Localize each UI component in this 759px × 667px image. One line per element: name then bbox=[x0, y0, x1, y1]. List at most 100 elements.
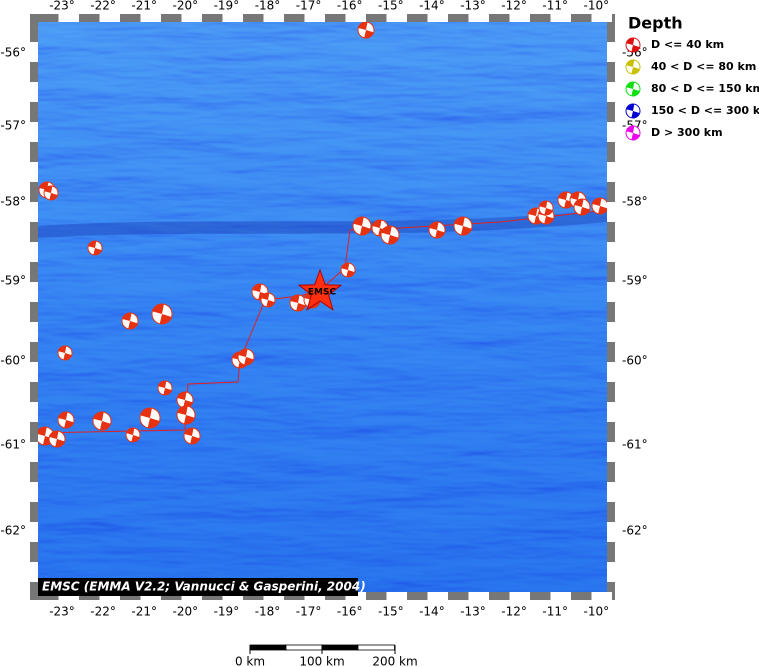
lat-tick-label: -59° bbox=[0, 274, 26, 288]
frame-seg bbox=[509, 14, 530, 22]
beach-ball-quadrant bbox=[360, 226, 371, 236]
frame-seg bbox=[591, 14, 612, 22]
beach-ball-quadrant bbox=[346, 270, 355, 277]
epicenter-star bbox=[297, 268, 343, 311]
frame-seg bbox=[607, 242, 615, 262]
scale-label: 200 km bbox=[372, 655, 417, 667]
beach-ball-quadrant bbox=[158, 380, 167, 388]
frame-seg bbox=[468, 14, 489, 22]
frame-seg bbox=[607, 122, 615, 142]
frame-seg bbox=[30, 242, 38, 262]
legend-label: 40 < D <= 80 km bbox=[651, 60, 756, 73]
beach-ball-quadrant bbox=[58, 345, 67, 353]
frame-seg bbox=[30, 402, 38, 422]
lon-tick-label: -20° bbox=[172, 0, 198, 13]
lon-tick-label: -14° bbox=[419, 605, 445, 619]
frame-seg bbox=[345, 14, 366, 22]
frame-seg bbox=[607, 362, 615, 382]
lat-tick-label: -58° bbox=[0, 195, 26, 209]
frame-seg bbox=[427, 14, 448, 22]
scale-segment bbox=[357, 644, 395, 651]
frame-seg bbox=[550, 592, 571, 600]
lon-tick-label: -16° bbox=[337, 0, 363, 13]
credit-box bbox=[38, 578, 358, 596]
lat-tick-label: -56° bbox=[0, 46, 26, 60]
beach-ball-quadrant bbox=[152, 304, 164, 314]
frame-seg bbox=[181, 14, 202, 22]
beach-ball-quadrant bbox=[128, 321, 138, 329]
frame-seg bbox=[607, 442, 615, 462]
beach-ball-quadrant bbox=[177, 406, 188, 415]
frame-seg bbox=[607, 202, 615, 222]
beach-ball-quadrant bbox=[93, 412, 104, 421]
beach-ball-quadrant bbox=[631, 45, 640, 52]
scale-segment bbox=[249, 644, 287, 651]
beach-ball-quadrant bbox=[353, 217, 364, 226]
beach-ball-quadrant bbox=[100, 421, 111, 431]
frame-seg bbox=[607, 42, 615, 62]
frame-seg bbox=[427, 592, 448, 600]
frame-seg bbox=[607, 482, 615, 502]
lon-tick-label: -20° bbox=[172, 605, 198, 619]
frame-seg bbox=[58, 14, 79, 22]
lon-tick-label: -17° bbox=[296, 605, 322, 619]
epicenter-label: EMSC bbox=[308, 288, 337, 298]
beach-ball-quadrant bbox=[296, 303, 306, 311]
beach-ball-quadrant bbox=[252, 283, 262, 292]
frame-seg bbox=[30, 362, 38, 382]
beach-ball-quadrant bbox=[631, 89, 640, 96]
lat-tick-label: -57° bbox=[0, 119, 26, 133]
scale-segment bbox=[285, 644, 323, 651]
beach-ball-quadrant bbox=[626, 81, 635, 89]
beach-ball-quadrant bbox=[461, 226, 472, 236]
lon-tick-label: -13° bbox=[460, 0, 486, 13]
beach-ball-quadrant bbox=[539, 200, 548, 208]
frame-seg bbox=[607, 282, 615, 302]
lon-tick-label: -19° bbox=[214, 605, 240, 619]
frame-seg bbox=[140, 14, 161, 22]
legend-label: 150 < D <= 300 km bbox=[651, 104, 759, 117]
lon-tick-label: -23° bbox=[49, 605, 75, 619]
lon-tick-label: -10° bbox=[583, 0, 609, 13]
frame-seg bbox=[386, 592, 407, 600]
beach-ball-quadrant bbox=[358, 22, 368, 30]
lat-tick-label: -58° bbox=[622, 195, 648, 209]
frame-seg bbox=[550, 14, 571, 22]
beach-ball-quadrant bbox=[528, 207, 538, 216]
legend-label: D <= 40 km bbox=[651, 38, 724, 51]
legend-label: 80 < D <= 150 km bbox=[651, 82, 759, 95]
lat-tick-label: -62° bbox=[0, 524, 26, 538]
lon-tick-label: -17° bbox=[296, 0, 322, 13]
beach-ball-quadrant bbox=[372, 219, 382, 228]
scale-label: 100 km bbox=[299, 655, 344, 667]
lon-tick-label: -18° bbox=[255, 605, 281, 619]
scale-segment bbox=[321, 644, 359, 651]
frame-seg bbox=[607, 562, 615, 582]
beach-ball-quadrant bbox=[44, 185, 53, 193]
frame-seg bbox=[30, 482, 38, 502]
beach-ball-quadrant bbox=[126, 427, 135, 435]
beach-ball-quadrant bbox=[592, 197, 602, 206]
beach-ball-quadrant bbox=[429, 221, 439, 230]
beach-ball-quadrant bbox=[49, 193, 58, 200]
scale-label: 0 km bbox=[235, 655, 265, 667]
lat-tick-label: -60° bbox=[0, 354, 26, 368]
frame-seg bbox=[607, 402, 615, 422]
lat-tick-label: -60° bbox=[622, 354, 648, 368]
frame-seg bbox=[30, 562, 38, 582]
beach-ball-quadrant bbox=[580, 207, 590, 215]
beach-ball-quadrant bbox=[55, 439, 65, 447]
beach-ball-quadrant bbox=[163, 388, 172, 395]
beach-ball-quadrant bbox=[38, 427, 47, 436]
beach-ball-quadrant bbox=[626, 125, 635, 133]
beach-ball-quadrant bbox=[177, 391, 187, 400]
frame-seg bbox=[30, 162, 38, 182]
lat-tick-label: -62° bbox=[622, 524, 648, 538]
beach-ball-quadrant bbox=[266, 300, 275, 307]
frame-seg bbox=[263, 14, 284, 22]
beach-ball-quadrant bbox=[261, 292, 270, 300]
frame-seg bbox=[509, 592, 530, 600]
legend-title: Depth bbox=[628, 14, 683, 33]
frame-seg bbox=[607, 322, 615, 342]
